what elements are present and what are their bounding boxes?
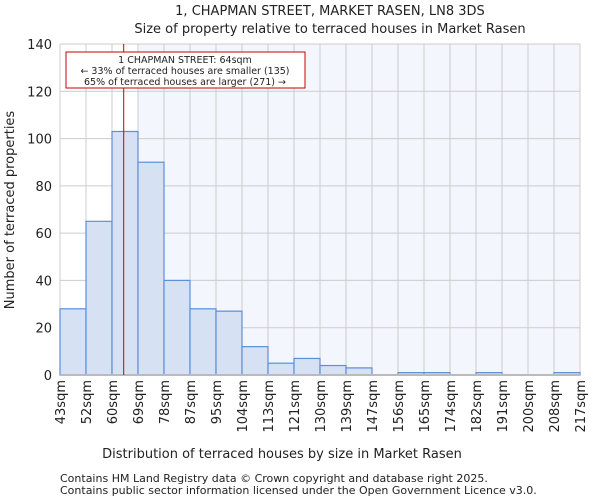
annotation-line: 65% of terraced houses are larger (271) … <box>84 77 286 88</box>
bar <box>319 364 347 376</box>
bar <box>345 367 373 376</box>
y-tick-label: 60 <box>35 227 52 242</box>
x-tick-label: 78sqm <box>158 380 173 424</box>
bar <box>267 362 295 376</box>
x-tick-label: 165sqm <box>418 380 433 433</box>
bar <box>215 310 243 376</box>
y-tick-label: 20 <box>35 322 52 337</box>
x-tick-label: 147sqm <box>366 380 381 433</box>
bar <box>163 279 191 376</box>
bar <box>189 308 217 376</box>
bar <box>137 161 165 376</box>
bar <box>59 308 87 376</box>
x-tick-label: 156sqm <box>392 380 407 433</box>
bar <box>293 357 321 376</box>
x-tick-label: 208sqm <box>548 380 563 433</box>
y-tick-label: 100 <box>27 133 52 148</box>
bar <box>111 130 139 376</box>
y-axis-label: Number of terraced properties <box>3 111 18 310</box>
x-tick-label: 191sqm <box>496 380 511 433</box>
annotation-box <box>65 51 306 89</box>
y-tick-label: 0 <box>44 369 52 384</box>
annotation-line: ← 33% of terraced houses are smaller (13… <box>80 66 289 77</box>
x-tick-label: 182sqm <box>470 380 485 433</box>
x-tick-label: 95sqm <box>210 380 225 424</box>
x-tick-label: 52sqm <box>80 380 95 424</box>
x-tick-label: 200sqm <box>522 380 537 433</box>
x-tick-label: 69sqm <box>132 380 147 424</box>
x-tick-label: 139sqm <box>340 380 355 433</box>
chart-title: 1, CHAPMAN STREET, MARKET RASEN, LN8 3DS <box>175 4 485 19</box>
x-tick-label: 130sqm <box>314 380 329 433</box>
y-tick-label: 80 <box>35 180 52 195</box>
bar <box>241 346 269 376</box>
y-tick-label: 140 <box>27 38 52 53</box>
y-tick-label: 120 <box>27 85 52 100</box>
x-axis-label: Distribution of terraced houses by size … <box>102 447 462 462</box>
x-tick-label: 121sqm <box>288 380 303 433</box>
x-tick-label: 60sqm <box>106 380 121 424</box>
x-tick-label: 43sqm <box>54 380 69 424</box>
x-tick-label: 113sqm <box>262 380 277 433</box>
x-tick-label: 174sqm <box>444 380 459 433</box>
footer-line-1: Contains HM Land Registry data © Crown c… <box>60 472 488 485</box>
y-tick-label: 40 <box>35 274 52 289</box>
bar <box>85 220 113 376</box>
x-tick-label: 87sqm <box>184 380 199 424</box>
x-tick-label: 104sqm <box>236 380 251 433</box>
annotation-line: 1 CHAPMAN STREET: 64sqm <box>118 55 252 66</box>
footer-line-2: Contains public sector information licen… <box>60 484 537 497</box>
x-tick-label: 217sqm <box>574 380 589 433</box>
chart-subtitle: Size of property relative to terraced ho… <box>134 22 525 37</box>
